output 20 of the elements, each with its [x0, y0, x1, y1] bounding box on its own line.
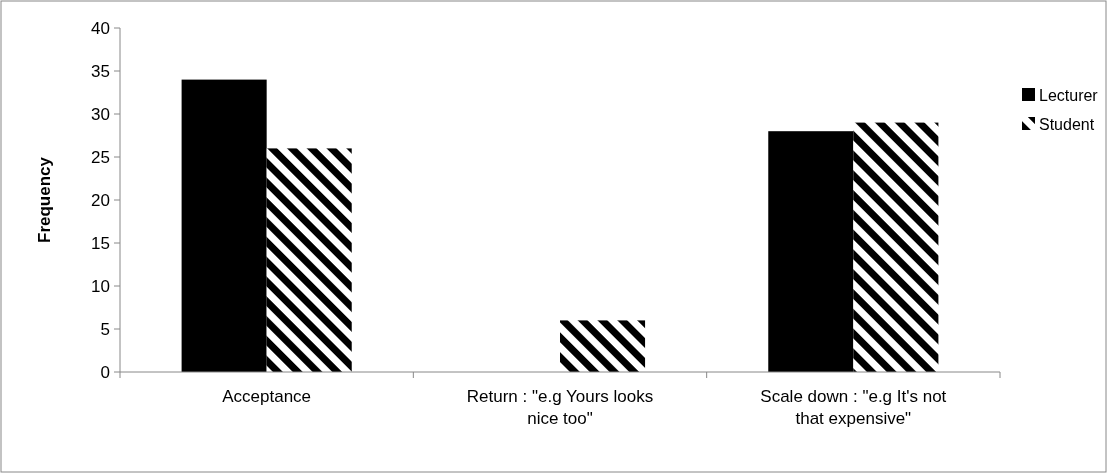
y-tick-label: 20 [91, 190, 110, 210]
bar [768, 131, 854, 372]
y-tick-label: 25 [91, 147, 110, 167]
x-tick-label: Scale down : "e.g It's not that expensive" [760, 387, 947, 428]
bar [853, 122, 939, 372]
y-tick-label: 40 [91, 18, 110, 38]
x-tick-label: Acceptance [222, 387, 312, 406]
x-tick-label: Return : "e.g Yours looks nice too" [466, 387, 654, 428]
bar [266, 148, 352, 372]
y-tick-label: 35 [91, 61, 110, 81]
legend-label: Lecturer [1039, 86, 1099, 104]
bar [560, 320, 646, 372]
y-tick-label: 10 [91, 276, 110, 296]
legend-label: Student [1039, 115, 1095, 133]
y-tick-label: 30 [91, 104, 110, 124]
y-axis-title: Frequency [35, 156, 54, 243]
y-tick-label: 5 [100, 319, 110, 339]
bar [181, 79, 267, 372]
y-tick-label: 15 [91, 233, 110, 253]
y-tick-label: 0 [100, 362, 110, 382]
